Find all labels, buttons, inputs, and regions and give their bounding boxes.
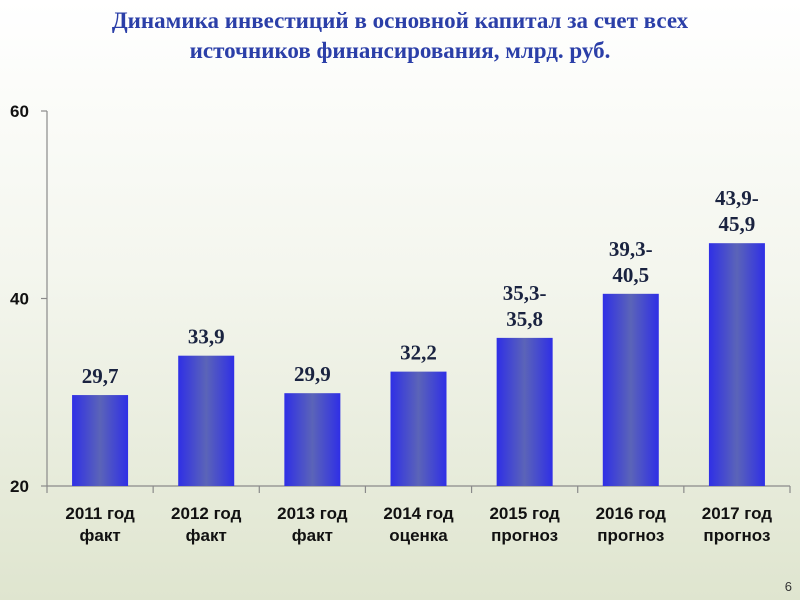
bar [708, 243, 765, 486]
x-tick-label: факт [186, 526, 227, 545]
chart-title: Динамика инвестиций в основной капитал з… [0, 6, 800, 66]
x-tick-label: прогноз [703, 526, 770, 545]
bar [496, 337, 553, 486]
y-tick-label: 40 [10, 290, 29, 309]
data-label: 39,3- [609, 237, 653, 261]
data-label: 45,9 [719, 212, 756, 236]
bar [284, 393, 341, 486]
data-label: 29,9 [294, 362, 331, 386]
x-tick-label: оценка [389, 526, 448, 545]
page-number: 6 [784, 579, 792, 594]
data-label: 35,8 [506, 307, 543, 331]
data-label: 33,9 [188, 325, 225, 349]
y-tick-label: 20 [10, 477, 29, 496]
x-tick-label: факт [79, 526, 120, 545]
chart-title-line-2: источников финансирования, млрд. руб. [189, 38, 611, 63]
x-tick-label: прогноз [491, 526, 558, 545]
x-tick-label: факт [292, 526, 333, 545]
x-tick-label: 2017 год [702, 504, 773, 523]
x-tick-label: 2015 год [489, 504, 560, 523]
chart-title-line-1: Динамика инвестиций в основной капитал з… [111, 8, 689, 33]
x-tick-label: 2013 год [277, 504, 348, 523]
bar [390, 371, 447, 486]
bar [602, 293, 659, 486]
data-label: 32,2 [400, 341, 437, 365]
bar [72, 395, 129, 486]
x-tick-label: 2011 год [65, 504, 135, 523]
x-tick-label: 2016 год [596, 504, 667, 523]
x-tick-label: 2012 год [171, 504, 242, 523]
bar [178, 355, 235, 486]
data-label: 40,5 [612, 263, 649, 287]
data-label: 29,7 [82, 364, 119, 388]
y-tick-label: 60 [10, 102, 29, 121]
data-label: 43,9- [715, 186, 759, 210]
data-label: 35,3- [503, 281, 547, 305]
x-tick-label: прогноз [597, 526, 664, 545]
x-tick-label: 2014 год [383, 504, 454, 523]
